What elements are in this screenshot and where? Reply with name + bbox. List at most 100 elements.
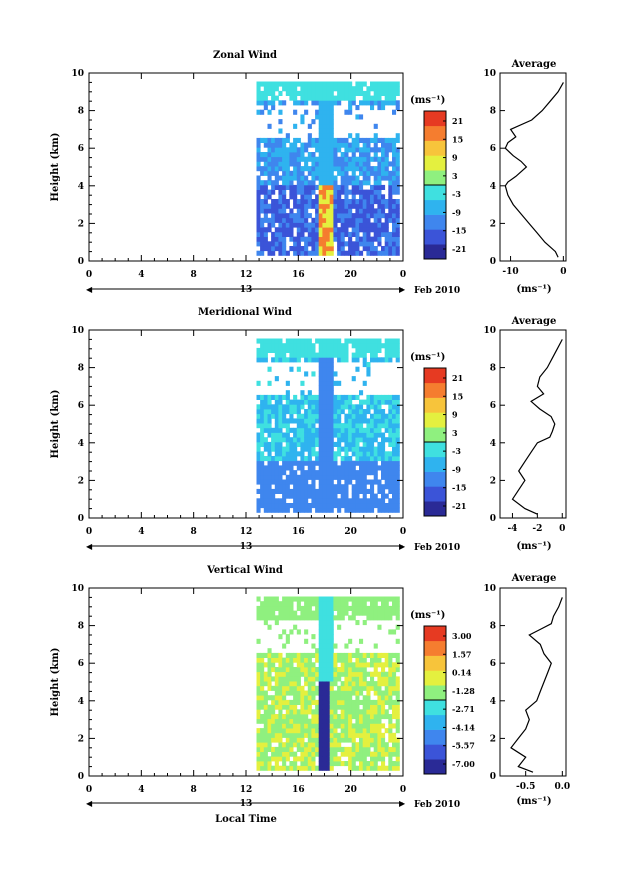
heatmap-cell xyxy=(311,465,316,471)
heatmap-cell xyxy=(359,161,364,167)
heatmap-cell xyxy=(307,156,312,162)
colorbar-swatch xyxy=(424,442,446,458)
heatmap-cell xyxy=(384,484,389,490)
heatmap-cell xyxy=(322,231,327,237)
heatmap-cell xyxy=(293,338,298,344)
heatmap-cell xyxy=(392,241,397,247)
heatmap-cell xyxy=(278,746,283,752)
heatmap-cell xyxy=(322,652,327,658)
heatmap-cell xyxy=(395,189,400,195)
heatmap-cell xyxy=(278,184,283,190)
heatmap-cell xyxy=(392,610,397,616)
heatmap-cell xyxy=(260,441,265,447)
heatmap-cell xyxy=(263,484,268,490)
heatmap-cell xyxy=(355,81,360,87)
heatmap-cell xyxy=(304,498,309,504)
heatmap-cell xyxy=(340,681,345,687)
heatmap-cell xyxy=(285,427,290,433)
heatmap-cell xyxy=(318,699,323,705)
heatmap-cell xyxy=(333,352,338,358)
heatmap-cell xyxy=(337,610,342,616)
heatmap-cell xyxy=(377,479,382,485)
heatmap-cell xyxy=(392,208,397,214)
heatmap-cell xyxy=(340,404,345,410)
heatmap-cell xyxy=(274,343,279,349)
heatmap-cell xyxy=(366,208,371,214)
heatmap-cell xyxy=(337,357,342,363)
heatmap-cell xyxy=(311,446,316,452)
heatmap-cell xyxy=(373,418,378,424)
heatmap-cell xyxy=(395,690,400,696)
heatmap-cell xyxy=(315,732,320,738)
heatmap-cell xyxy=(274,671,279,677)
heatmap-cell xyxy=(351,250,356,256)
heatmap-cell xyxy=(318,751,323,757)
heatmap-cell xyxy=(300,399,305,405)
heatmap-cell xyxy=(370,394,375,400)
heatmap-cell xyxy=(260,488,265,494)
heatmap-cell xyxy=(395,610,400,616)
heatmap-cell xyxy=(260,657,265,663)
heatmap-cell xyxy=(395,208,400,214)
heatmap-cell xyxy=(329,601,334,607)
heatmap-cell xyxy=(392,246,397,252)
heatmap-cell xyxy=(388,246,393,252)
heatmap-cell xyxy=(271,732,276,738)
heatmap-cell xyxy=(359,470,364,476)
heatmap-cell xyxy=(274,751,279,757)
heatmap-cell xyxy=(344,441,349,447)
heatmap-cell xyxy=(256,685,261,691)
heatmap-cell xyxy=(337,380,342,386)
heatmap-cell xyxy=(322,507,327,513)
heatmap-cell xyxy=(333,451,338,457)
heatmap-cell xyxy=(373,166,378,172)
heatmap-cell xyxy=(267,241,272,247)
heatmap-cell xyxy=(395,488,400,494)
heatmap-cell xyxy=(307,460,312,466)
heatmap-cell xyxy=(344,704,349,710)
heatmap-cell xyxy=(274,704,279,710)
heatmap-cell xyxy=(322,90,327,96)
heatmap-cell xyxy=(278,156,283,162)
heatmap-cell xyxy=(274,699,279,705)
heatmap-cell xyxy=(333,208,338,214)
heatmap-cell xyxy=(263,156,268,162)
heatmap-cell xyxy=(296,166,301,172)
heatmap-cell xyxy=(263,728,268,734)
heatmap-cell xyxy=(260,81,265,87)
heatmap-cell xyxy=(337,418,342,424)
heatmap-cell xyxy=(337,413,342,419)
heatmap-cell xyxy=(296,765,301,771)
heatmap-cell xyxy=(307,493,312,499)
heatmap-cell xyxy=(304,227,309,233)
heatmap-cell xyxy=(373,100,378,106)
heatmap-cell xyxy=(362,761,367,767)
heatmap-cell xyxy=(300,81,305,87)
heatmap-cell xyxy=(333,236,338,242)
heatmap-cell xyxy=(289,751,294,757)
heatmap-cell xyxy=(278,615,283,621)
colorbar-label: -21 xyxy=(452,244,466,254)
heatmap-cell xyxy=(278,657,283,663)
heatmap-cell xyxy=(271,695,276,701)
heatmap-cell xyxy=(296,699,301,705)
heatmap-cell xyxy=(267,189,272,195)
heatmap-cell xyxy=(392,746,397,752)
heatmap-cell xyxy=(307,203,312,209)
heatmap-cell xyxy=(304,222,309,228)
heatmap-cell xyxy=(377,105,382,111)
heatmap-cell xyxy=(333,427,338,433)
heatmap-cell xyxy=(274,732,279,738)
profile-y-tick-label: 0 xyxy=(490,772,496,782)
heatmap-cell xyxy=(304,714,309,720)
heatmap-cell xyxy=(344,488,349,494)
heatmap-cell xyxy=(395,460,400,466)
heatmap-cell xyxy=(271,601,276,607)
profile-y-tick-label: 2 xyxy=(490,734,496,744)
profile-x-tick-label: -4 xyxy=(507,524,517,534)
heatmap-cell xyxy=(348,418,353,424)
heatmap-cell xyxy=(333,488,338,494)
heatmap-cell xyxy=(296,605,301,611)
heatmap-cell xyxy=(344,685,349,691)
